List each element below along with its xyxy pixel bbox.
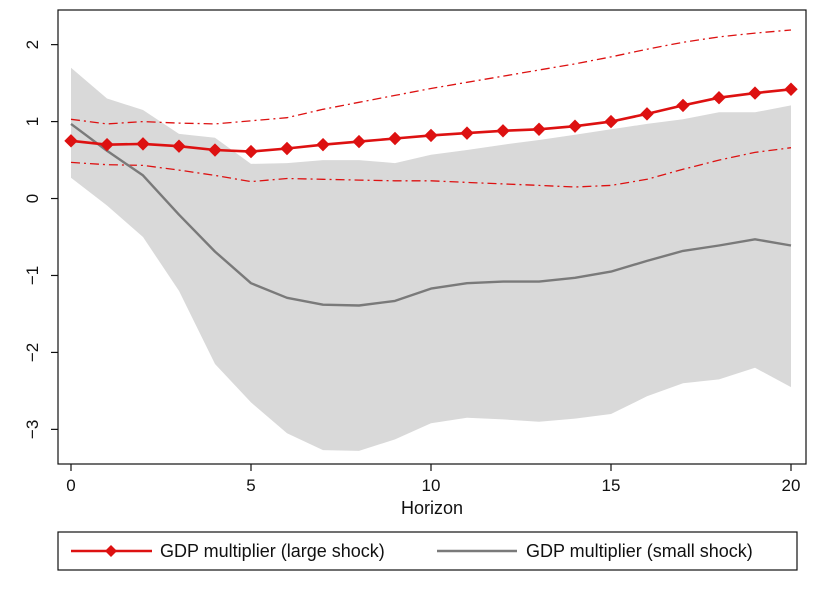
large-shock-marker	[496, 124, 510, 138]
large-shock-marker	[676, 98, 690, 113]
small-shock-line	[70, 122, 792, 307]
small-shock-ci-band	[71, 67, 791, 451]
y-tick-label: −1	[23, 266, 42, 285]
large-shock-marker	[64, 134, 78, 148]
plot-area	[57, 9, 807, 465]
x-tick-label: 10	[422, 476, 441, 495]
legend-small-shock-label: GDP multiplier (small shock)	[526, 541, 753, 561]
y-tick-label: −2	[23, 343, 42, 362]
x-tick-label: 20	[782, 476, 801, 495]
large-shock-marker	[280, 141, 294, 156]
y-tick-label: 2	[23, 40, 42, 49]
large-shock-marker	[532, 122, 546, 136]
large-shock-marker	[712, 91, 726, 105]
x-tick-label: 5	[246, 476, 255, 495]
large-shock-marker	[568, 119, 582, 133]
large-shock-marker	[460, 126, 474, 140]
plot-frame	[57, 9, 807, 465]
legend: GDP multiplier (large shock) GDP multipli…	[57, 531, 798, 571]
legend-items: GDP multiplier (large shock) GDP multipli…	[71, 541, 753, 561]
large-shock-marker	[388, 131, 402, 146]
large-shock-ci-lower-line	[70, 147, 792, 188]
large-shock-marker	[208, 143, 222, 157]
large-shock-marker	[640, 107, 654, 121]
small-shock-confidence-band	[71, 67, 791, 451]
x-tick-label: 15	[602, 476, 621, 495]
large-shock-confidence-lines	[70, 29, 792, 188]
large-shock-marker	[424, 128, 438, 143]
large-shock-marker	[136, 137, 150, 151]
x-axis: 0 5 10 15 20	[66, 464, 800, 495]
legend-large-shock-label: GDP multiplier (large shock)	[160, 541, 385, 561]
y-tick-label: 0	[23, 194, 42, 203]
large-shock-marker	[316, 137, 330, 152]
large-shock-marker	[100, 137, 114, 152]
large-shock-marker	[172, 139, 186, 153]
large-shock-marker	[784, 82, 798, 96]
large-shock-marker	[604, 114, 618, 129]
large-shock-marker	[748, 86, 762, 100]
large-shock-marker	[244, 144, 258, 159]
large-shock-ci-upper-line	[70, 29, 792, 125]
y-axis: −3 −2 −1 0 1 2	[23, 40, 58, 439]
x-tick-label: 0	[66, 476, 75, 495]
y-tick-label: 1	[23, 117, 42, 126]
large-shock-marker	[352, 134, 366, 149]
large-shock-markers	[64, 82, 798, 159]
legend-box	[57, 531, 798, 571]
legend-large-shock-swatch-marker	[105, 545, 117, 557]
y-tick-label: −3	[23, 420, 42, 439]
x-axis-title: Horizon	[401, 498, 463, 518]
